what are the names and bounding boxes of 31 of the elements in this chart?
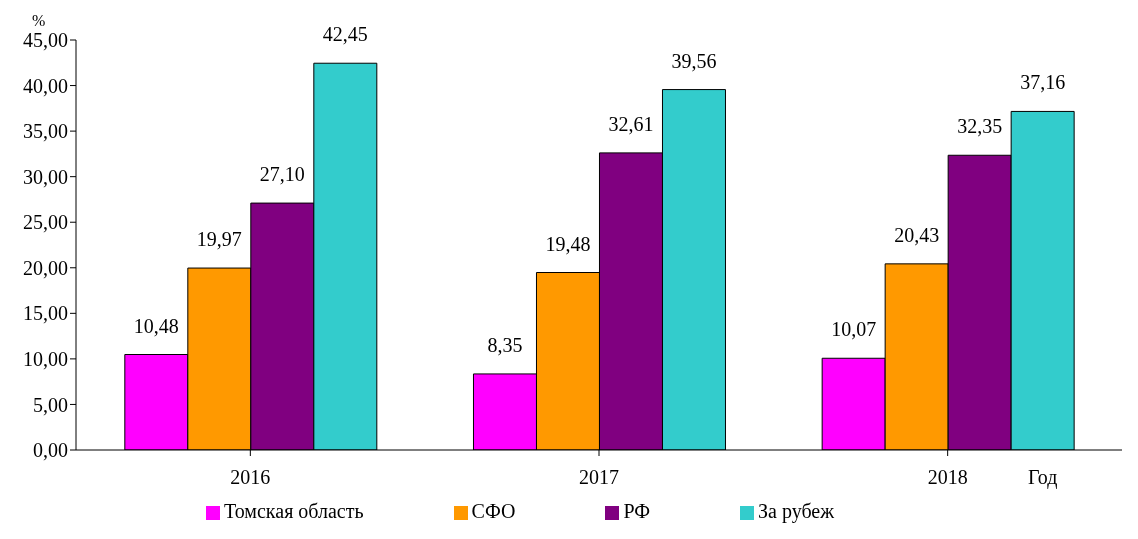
data-label: 32,61 — [608, 112, 654, 135]
y-tick-label: 45,00 — [23, 29, 68, 52]
data-label: 10,07 — [831, 318, 877, 341]
data-label: 19,97 — [196, 228, 242, 251]
y-tick-label: 15,00 — [23, 302, 68, 325]
y-tick-label: 10,00 — [23, 347, 68, 370]
x-axis-title: Год — [1028, 466, 1058, 489]
legend-label: РФ — [623, 500, 651, 522]
data-label: 8,35 — [487, 333, 523, 356]
y-tick-label: 25,00 — [23, 211, 68, 234]
data-label: 42,45 — [322, 23, 368, 46]
data-label: 32,35 — [957, 115, 1003, 138]
y-axis-title: % — [32, 12, 46, 30]
data-label: 37,16 — [1020, 71, 1066, 94]
y-tick-label: 35,00 — [23, 120, 68, 143]
data-label: 19,48 — [545, 232, 591, 255]
y-tick-label: 5,00 — [33, 393, 68, 416]
data-label: 20,43 — [894, 223, 940, 246]
legend-label: За рубеж — [758, 500, 835, 522]
x-tick-label: 2017 — [579, 466, 619, 489]
x-tick-label: 2018 — [927, 466, 968, 489]
y-tick-label: 30,00 — [23, 165, 68, 188]
data-label: 10,48 — [133, 314, 179, 337]
legend-label: Томская область — [223, 500, 364, 522]
y-tick-label: 0,00 — [33, 439, 68, 462]
x-tick-label: 2016 — [230, 466, 271, 489]
y-tick-label: 20,00 — [23, 256, 68, 279]
legend-label: СФО — [471, 500, 516, 522]
y-tick-label: 40,00 — [23, 74, 68, 97]
data-label: 27,10 — [259, 163, 305, 186]
data-label: 39,56 — [671, 49, 717, 72]
